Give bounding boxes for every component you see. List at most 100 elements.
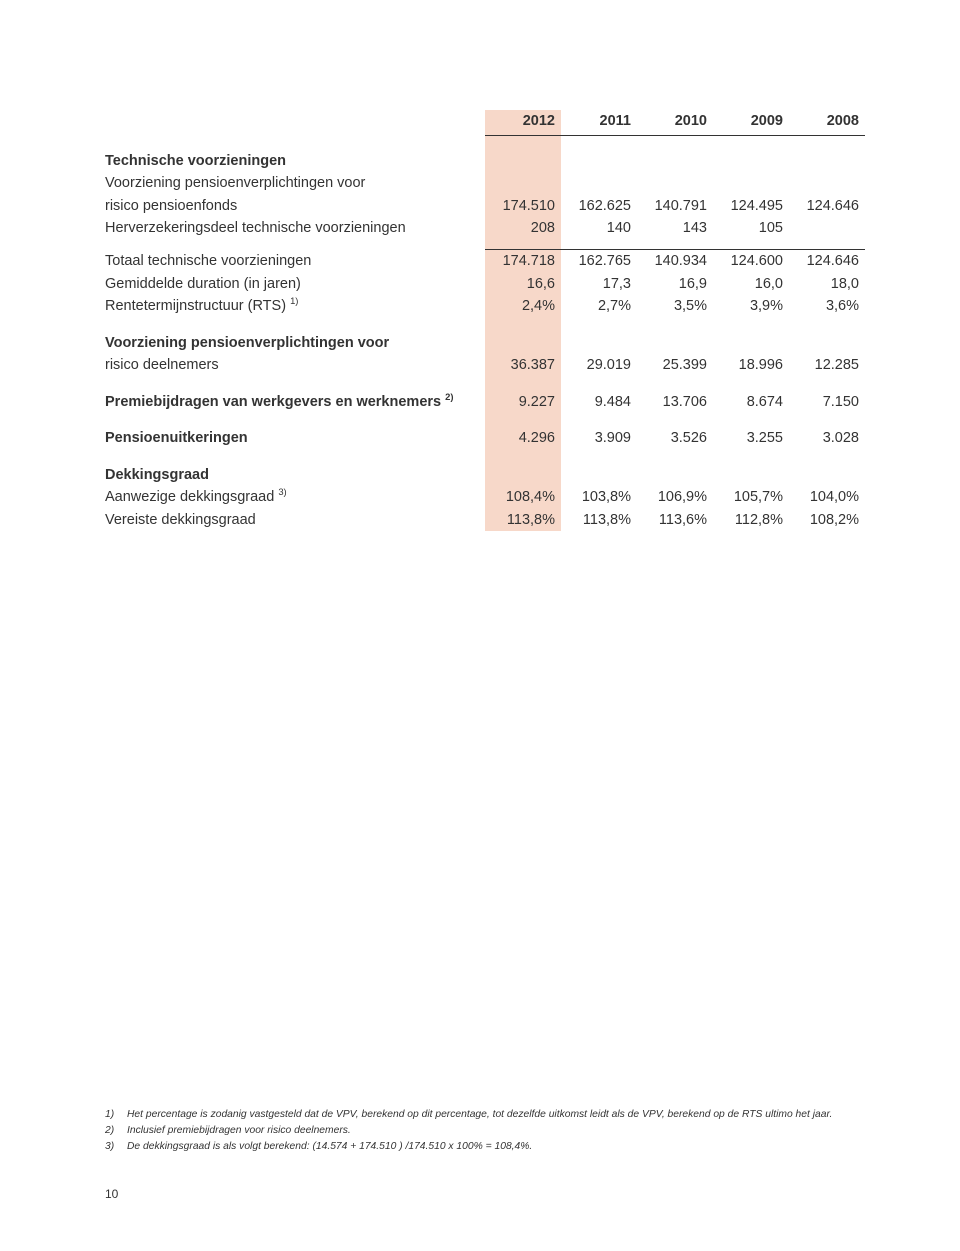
table-row: Aanwezige dekkingsgraad 3)108,4%103,8%10… [105,486,865,508]
cell: 17,3 [561,273,637,295]
cell: 9.227 [485,377,561,413]
cell [713,136,789,172]
table-row: Herverzekeringsdeel technische voorzieni… [105,217,865,239]
cell [713,318,789,354]
cell: 124.600 [713,250,789,273]
col-header: 2010 [637,110,713,136]
row-label: Dekkingsgraad [105,450,485,486]
cell [637,318,713,354]
row-label: Pensioenuitkeringen [105,413,485,449]
footnote-text: Inclusief premiebijdragen voor risico de… [127,1124,351,1139]
cell: 16,9 [637,273,713,295]
cell [561,318,637,354]
cell: 2,4% [485,295,561,317]
row-label: Vereiste dekkingsgraad [105,509,485,531]
table-row: risico pensioenfonds174.510162.625140.79… [105,195,865,217]
cell: 162.625 [561,195,637,217]
footnote-text: De dekkingsgraad is als volgt berekend: … [127,1140,532,1155]
row-label: Premiebijdragen van werkgevers en werkne… [105,377,485,413]
cell [789,318,865,354]
cell [789,450,865,486]
cell: 140.791 [637,195,713,217]
table-row: Premiebijdragen van werkgevers en werkne… [105,377,865,413]
row-label: Aanwezige dekkingsgraad 3) [105,486,485,508]
cell: 113,6% [637,509,713,531]
table-row: Gemiddelde duration (in jaren)16,617,316… [105,273,865,295]
cell: 208 [485,217,561,239]
cell: 29.019 [561,354,637,376]
cell [485,240,561,250]
cell: 103,8% [561,486,637,508]
cell: 124.646 [789,250,865,273]
cell: 113,8% [561,509,637,531]
cell: 16,0 [713,273,789,295]
cell [713,240,789,250]
table-row [105,240,865,250]
footnote: 1)Het percentage is zodanig vastgesteld … [105,1108,865,1123]
cell: 104,0% [789,486,865,508]
footnote-num: 2) [105,1124,127,1139]
cell [637,136,713,172]
table-row: Technische voorzieningen [105,136,865,172]
table-header-row: 2012 2011 2010 2009 2008 [105,110,865,136]
footnotes: 1)Het percentage is zodanig vastgesteld … [105,1108,865,1156]
footnote-num: 3) [105,1140,127,1155]
cell: 18,0 [789,273,865,295]
row-label: Voorziening pensioenverplichtingen voor [105,318,485,354]
cell: 113,8% [485,509,561,531]
table-row: Vereiste dekkingsgraad113,8%113,8%113,6%… [105,509,865,531]
cell: 140.934 [637,250,713,273]
table-row: Voorziening pensioenverplichtingen voor [105,172,865,194]
cell: 7.150 [789,377,865,413]
cell: 174.510 [485,195,561,217]
cell: 3.526 [637,413,713,449]
cell [561,172,637,194]
cell [485,136,561,172]
row-label: Totaal technische voorzieningen [105,250,485,273]
cell: 108,2% [789,509,865,531]
col-header: 2009 [713,110,789,136]
col-header: 2008 [789,110,865,136]
cell: 12.285 [789,354,865,376]
cell [637,172,713,194]
table-row: Rentetermijnstructuur (RTS) 1)2,4%2,7%3,… [105,295,865,317]
cell: 3.909 [561,413,637,449]
financial-table: 2012 2011 2010 2009 2008 Technische voor… [105,110,865,531]
cell: 124.646 [789,195,865,217]
table-row: Pensioenuitkeringen4.2963.9093.5263.2553… [105,413,865,449]
cell: 143 [637,217,713,239]
cell [485,172,561,194]
cell [561,136,637,172]
cell: 105,7% [713,486,789,508]
cell: 3,6% [789,295,865,317]
row-label: risico pensioenfonds [105,195,485,217]
cell [561,240,637,250]
cell: 16,6 [485,273,561,295]
page-number: 10 [105,1187,118,1201]
table-row: Totaal technische voorzieningen174.71816… [105,250,865,273]
row-label: Voorziening pensioenverplichtingen voor [105,172,485,194]
cell: 4.296 [485,413,561,449]
cell: 36.387 [485,354,561,376]
cell: 106,9% [637,486,713,508]
footnote-text: Het percentage is zodanig vastgesteld da… [127,1108,832,1123]
cell [485,318,561,354]
cell: 25.399 [637,354,713,376]
cell [789,172,865,194]
cell [789,240,865,250]
cell: 105 [713,217,789,239]
cell [637,240,713,250]
cell [485,450,561,486]
cell [637,450,713,486]
row-label: Gemiddelde duration (in jaren) [105,273,485,295]
cell: 3.028 [789,413,865,449]
col-header: 2011 [561,110,637,136]
row-label [105,240,485,250]
row-label: Herverzekeringsdeel technische voorzieni… [105,217,485,239]
table-row: risico deelnemers36.38729.01925.39918.99… [105,354,865,376]
row-label: risico deelnemers [105,354,485,376]
cell: 3,5% [637,295,713,317]
col-header: 2012 [485,110,561,136]
cell [789,136,865,172]
cell [789,217,865,239]
